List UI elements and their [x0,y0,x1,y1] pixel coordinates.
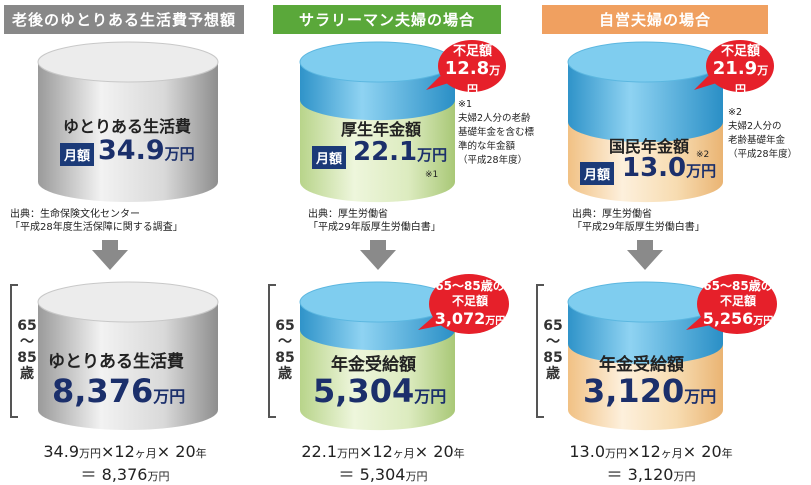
column-header-self-employed-couple: 自営夫婦の場合 [542,5,768,34]
age-range-label: 65 ～ 85 歳 [543,318,563,382]
shortfall-bubble [418,274,509,334]
down-arrow-icon [92,240,128,270]
shortfall-bubble [694,40,774,92]
source-salaried: 出典：厚生労働省 「平成29年版厚生労働白書」 [308,209,441,233]
pension-receipt-cylinder-salaried [299,281,455,431]
employee-pension-value: 22.1万円 [353,137,448,167]
monthly-tag: 月額 [580,162,615,185]
living-cost-cylinder-top [37,41,219,202]
pension-receipt-title: 年金受給額 [331,355,416,375]
shortfall-65-85-salaried: 65～85歳の 不足額 3,072万円 [434,279,506,328]
age-bracket [536,284,544,418]
living-cost-total-title: ゆとりある生活費 [48,352,184,372]
pension-receipt-title: 年金受給額 [599,355,684,375]
living-cost-total-value: 8,376万円 [52,372,186,410]
pension-receipt-cylinder-self-employed [567,281,723,431]
pension-receipt-value-self-employed: 3,120万円 [583,372,717,410]
monthly-tag: 月額 [60,143,95,166]
monthly-tag: 月額 [312,146,347,169]
living-cost-calculation: 34.9万円×12ヶ月× 20年 ＝ 8,376万円 [43,442,207,484]
age-range-label: 65 ～ 85 歳 [275,318,295,382]
source-self-employed: 出典：厚生労働省 「平成29年版厚生労働白書」 [572,209,705,233]
column-header-salaried-couple: サラリーマン夫婦の場合 [273,5,501,34]
down-arrow-icon [360,240,396,270]
shortfall-bubble [426,40,506,92]
down-arrow-icon [627,240,663,270]
note-2: ※2 夫婦2人分の 老齢基礎年金 （平成28年度） [728,107,798,160]
living-cost-monthly-value: 34.9万円 [98,135,195,166]
employee-pension-title: 厚生年金額 [341,120,422,139]
living-cost-title: ゆとりある生活費 [63,117,192,136]
age-bracket [268,284,276,418]
age-range-label: 65 ～ 85 歳 [17,318,37,382]
shortfall-amount-salaried: 不足額 12.8万円 [444,44,501,96]
salaried-calculation: 22.1万円×12ヶ月× 20年 ＝ 5,304万円 [301,442,465,484]
shortfall-65-85-self-employed: 65～85歳の 不足額 5,256万円 [702,279,774,328]
note-1: ※1 夫婦2人分の老齢 基礎年金を含む標 準的な年金額 （平成28年度） [458,99,535,166]
national-pension-title: 国民年金額 [609,137,690,156]
living-cost-cylinder-bottom [37,281,219,430]
column-header-living-cost: 老後のゆとりある生活費予想額 [4,5,244,34]
age-bracket [10,284,18,418]
shortfall-bubble [686,274,777,334]
self-employed-calculation: 13.0万円×12ヶ月× 20年 ＝ 3,120万円 [569,442,733,484]
note-mark-1: ※1 [425,170,439,180]
source-living-cost: 出典：生命保険文化センター 「平成28年度生活保障に関する調査」 [10,209,183,233]
pension-receipt-value-salaried: 5,304万円 [313,372,447,410]
shortfall-amount-self-employed: 不足額 21.9万円 [712,44,769,96]
note-mark-2: ※2 [696,150,710,160]
national-pension-value: 13.0万円 [622,153,717,183]
